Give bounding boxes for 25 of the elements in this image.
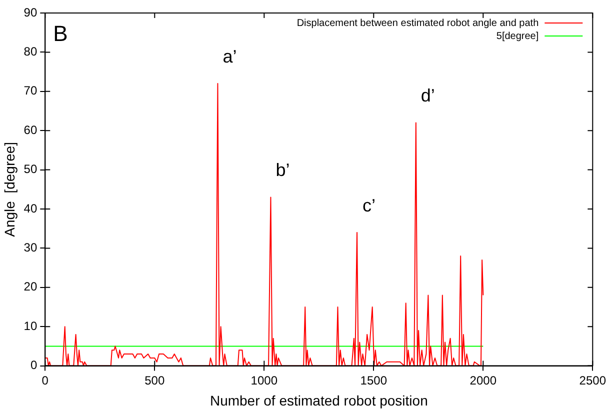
x-tick-label: 2000 bbox=[470, 373, 497, 388]
y-tick-label: 0 bbox=[30, 358, 38, 372]
x-tick-label: 1000 bbox=[250, 373, 278, 388]
y-tick-label: 60 bbox=[24, 122, 38, 137]
y-tick-label: 50 bbox=[24, 162, 38, 176]
y-tick-label: 20 bbox=[24, 280, 38, 294]
annotation: b’ bbox=[276, 160, 290, 180]
annotation: c’ bbox=[362, 195, 376, 216]
annotation: B bbox=[53, 21, 68, 46]
y-tick-label: 40 bbox=[24, 201, 38, 216]
y-tick-label: 70 bbox=[24, 84, 38, 98]
x-tick-label: 500 bbox=[144, 373, 165, 388]
x-axis-title: Number of estimated robot position bbox=[210, 392, 428, 408]
y-tick-label: 10 bbox=[24, 318, 38, 333]
x-tick-label: 2500 bbox=[579, 373, 606, 388]
y-tick-label: 80 bbox=[24, 44, 38, 59]
x-tick-label: 1500 bbox=[360, 373, 388, 388]
y-axis-title: Angle [degree] bbox=[1, 142, 18, 237]
annotation: a’ bbox=[222, 46, 237, 67]
legend-label: 5[degree] bbox=[496, 30, 539, 42]
y-tick-label: 90 bbox=[24, 5, 38, 20]
y-tick-label: 30 bbox=[24, 240, 38, 255]
x-tick-label: 0 bbox=[42, 373, 49, 388]
annotation: d’ bbox=[420, 86, 435, 106]
legend-label: Displacement between estimated robot angle and path bbox=[296, 18, 539, 29]
